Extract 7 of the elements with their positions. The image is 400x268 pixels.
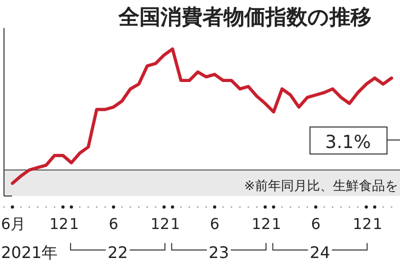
annotation: 2021年 <box>1 243 58 262</box>
title: 全国消費者物価指数の推移 <box>118 5 372 29</box>
annotation: 3.1% <box>325 132 371 153</box>
annotation: 24 <box>310 243 330 262</box>
annotation: 22 <box>108 243 128 262</box>
annotation: ※前年同月比、生鮮食品を <box>244 179 398 194</box>
annotation: 23 <box>208 243 230 262</box>
